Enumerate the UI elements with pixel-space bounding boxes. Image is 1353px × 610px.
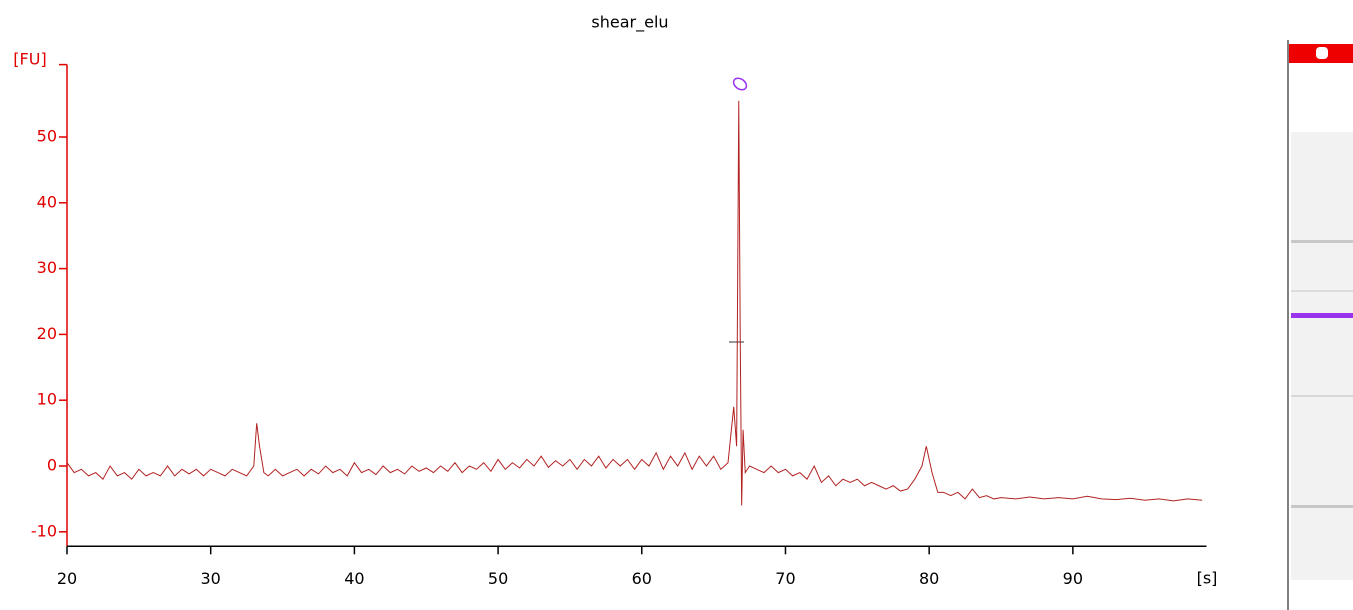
x-tick-label: 60 — [632, 569, 652, 588]
y-tick-label: -10 — [31, 521, 57, 540]
chart-title: shear_elu — [591, 13, 668, 33]
x-tick-label: 90 — [1063, 569, 1083, 588]
trace-line — [66, 100, 1203, 506]
y-tick-label: 30 — [37, 258, 57, 277]
y-tick-label: 50 — [37, 126, 57, 145]
y-tick-label: 40 — [37, 192, 57, 211]
gel-marker-dot — [1316, 47, 1328, 59]
y-tick-label: 20 — [37, 324, 57, 343]
x-tick-label: 40 — [344, 569, 364, 588]
gel-band — [1291, 395, 1353, 397]
peak-marker — [732, 77, 748, 91]
x-tick-label: 70 — [775, 569, 795, 588]
x-tick-label: 50 — [488, 569, 508, 588]
x-tick-label: 80 — [919, 569, 939, 588]
gel-lane — [1287, 40, 1353, 610]
x-axis-label: [s] — [1197, 569, 1218, 588]
gel-peak-band — [1291, 313, 1353, 318]
y-tick-label: 10 — [37, 390, 57, 409]
gel-band — [1291, 505, 1353, 508]
y-tick-label: 0 — [47, 456, 57, 475]
x-tick-label: 30 — [201, 569, 221, 588]
gel-band — [1291, 290, 1353, 292]
x-tick-label: 20 — [57, 569, 77, 588]
gel-band — [1291, 240, 1353, 243]
y-axis-label: [FU] — [13, 50, 46, 69]
gel-smear — [1291, 132, 1353, 580]
